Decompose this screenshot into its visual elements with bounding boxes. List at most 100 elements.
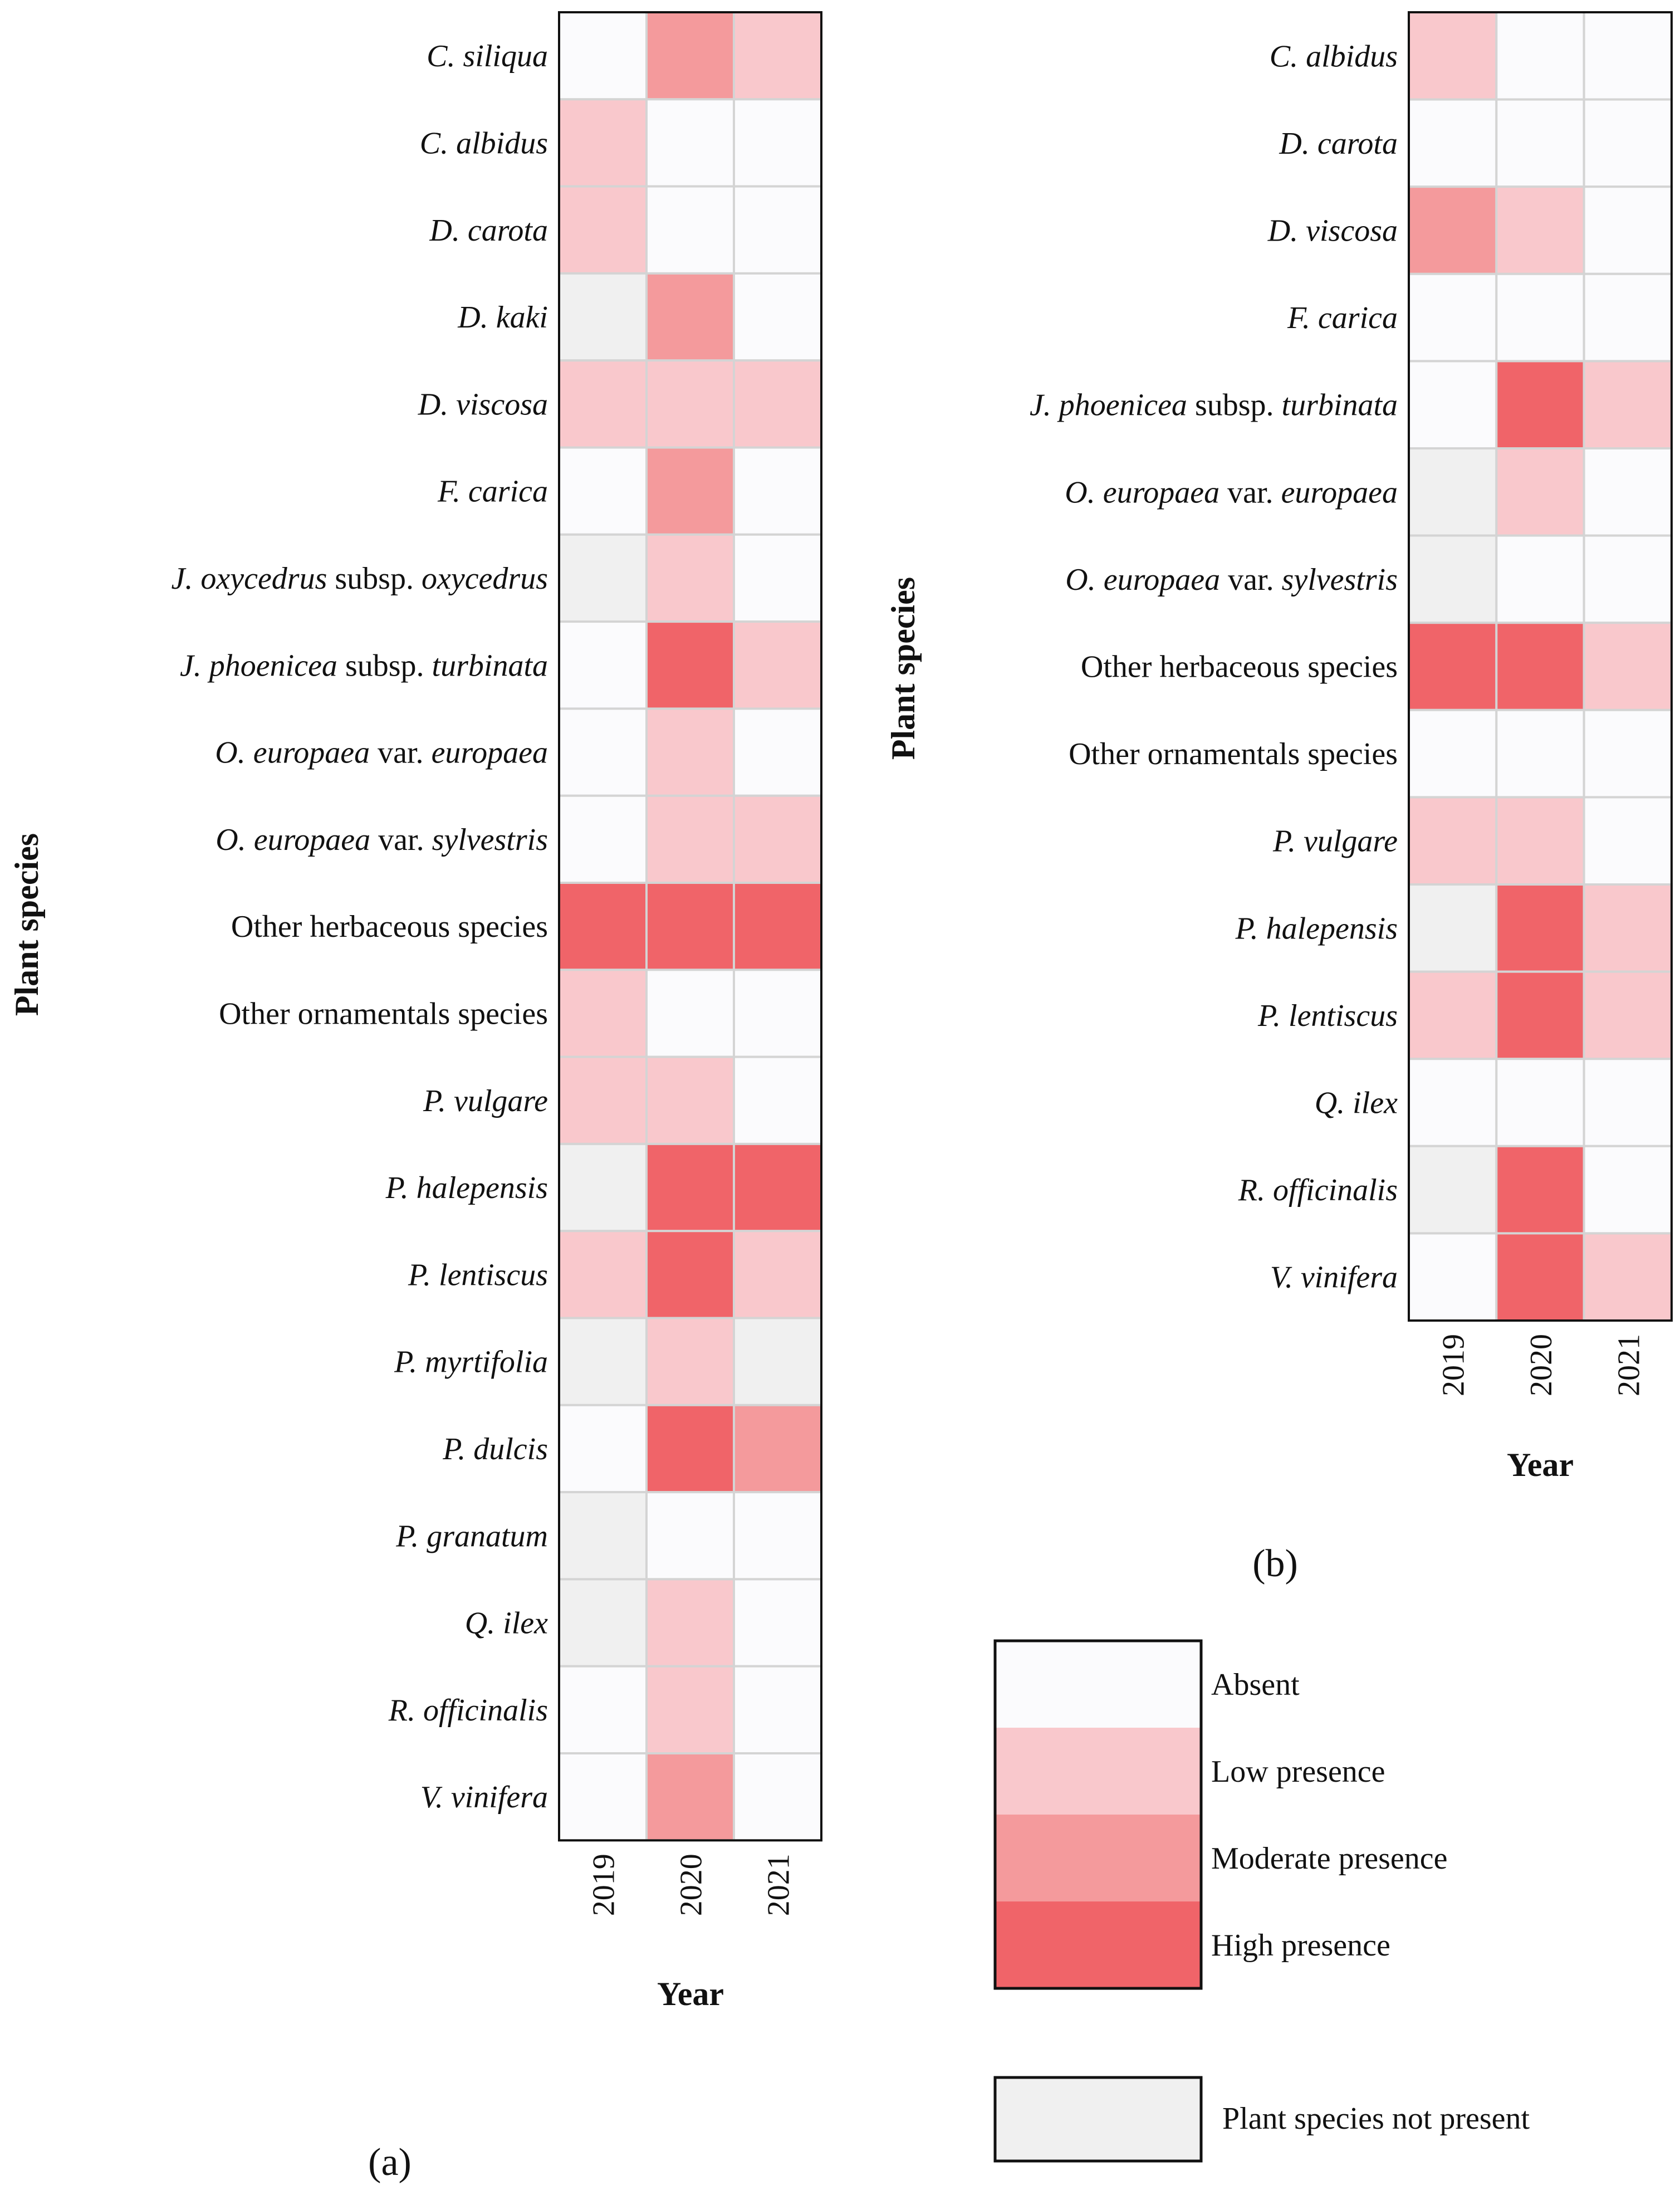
heatmap-cell [1408, 708, 1498, 799]
heatmap-cell [1408, 970, 1498, 1060]
species-label: P. vulgare [423, 1084, 548, 1118]
heatmap-cell [558, 1491, 648, 1581]
heatmap-cell [645, 1578, 735, 1668]
heatmap-cell [733, 533, 822, 623]
species-label: Other ornamentals species [1069, 737, 1398, 771]
legend-swatch [995, 1815, 1201, 1901]
species-label: D. viscosa [1267, 214, 1398, 248]
heatmap-cell [558, 272, 648, 362]
species-label: Q. ilex [1315, 1086, 1398, 1121]
species-label: Q. ilex [465, 1606, 548, 1641]
heatmap-cell [645, 533, 735, 623]
year-tick-label: 2020 [674, 1854, 709, 1916]
heatmap-cell [558, 1665, 648, 1754]
heatmap-cell [1408, 98, 1498, 188]
heatmap-cell [733, 1491, 822, 1581]
legend-label: High presence [1211, 1928, 1390, 1963]
heatmap-cell [1583, 970, 1673, 1060]
heatmap-cell [558, 794, 648, 884]
heatmap-cell [1583, 883, 1673, 973]
species-label: F. carica [1287, 301, 1398, 335]
legend-swatch-not-present [993, 2076, 1203, 2163]
heatmap-cell [645, 1230, 735, 1319]
legend: Absent Low presence Moderate presence High … [993, 1639, 1530, 2163]
heatmap-cell [1408, 11, 1498, 101]
heatmap-cell [645, 98, 735, 188]
heatmap-cell [1583, 98, 1673, 188]
species-label: J. oxycedrus subsp. oxycedrus [172, 561, 548, 596]
species-label: P. myrtifolia [394, 1345, 548, 1380]
x-axis-title: Year [1507, 1446, 1574, 1483]
panel-label: (b) [1252, 1542, 1298, 1585]
species-label: P. granatum [395, 1519, 548, 1553]
heatmap-cell [1583, 272, 1673, 363]
heatmap-cell [733, 1404, 822, 1494]
heatmap-cell [1583, 11, 1673, 101]
heatmap-cell [1408, 1145, 1498, 1235]
heatmap-cell [1495, 447, 1585, 537]
species-label: P. lentiscus [1257, 999, 1398, 1033]
legend-frame [993, 1639, 1203, 1990]
heatmap-cell [1495, 98, 1585, 188]
heatmap-cell [645, 359, 735, 449]
legend-label-not-present: Plant species not present [1222, 2101, 1530, 2136]
heatmap-cell [1583, 534, 1673, 624]
species-label: Other herbaceous species [1081, 650, 1398, 685]
heatmap-cell [645, 794, 735, 884]
heatmap-frame [1408, 11, 1673, 1322]
heatmap-cell [733, 707, 822, 797]
y-axis-title: Plant species [8, 833, 45, 1016]
heatmap-cell [558, 359, 648, 449]
heatmap-cell [645, 1491, 735, 1581]
species-label: O. europaea var. europaea [1065, 475, 1398, 510]
heatmap-cell [645, 1142, 735, 1233]
heatmap-cell [558, 446, 648, 536]
heatmap-cell [733, 359, 822, 449]
heatmap-cell [1495, 272, 1585, 363]
heatmap-cell [558, 1578, 648, 1668]
heatmap-cell [1583, 1232, 1673, 1322]
heatmap-cell [558, 533, 648, 623]
heatmap-cell [1408, 883, 1498, 973]
species-label: D. viscosa [418, 387, 548, 422]
species-label: P. halepensis [385, 1171, 548, 1205]
heatmap-cell [733, 272, 822, 362]
heatmap-cell [733, 185, 822, 275]
heatmap-cell [1583, 1058, 1673, 1147]
heatmap-cell [1408, 1058, 1498, 1147]
species-label: J. phoenicea subsp. turbinata [180, 648, 548, 683]
heatmap-cell [558, 1752, 648, 1842]
heatmap-cell [733, 1055, 822, 1145]
heatmap-cell [645, 1317, 735, 1406]
heatmap-cell [558, 98, 648, 188]
heatmap-cell [1408, 447, 1498, 537]
species-label: P. lentiscus [408, 1258, 548, 1292]
heatmap-cell [1583, 185, 1673, 275]
heatmap-cell [645, 969, 735, 1058]
legend-swatch [995, 1641, 1201, 1728]
heatmap-cell [733, 620, 822, 710]
year-tick-label: 2021 [762, 1854, 796, 1916]
species-label: O. europaea var. europaea [215, 736, 548, 770]
heatmap-cell [645, 1665, 735, 1754]
heatmap-cell [1408, 622, 1498, 711]
species-label: P. vulgare [1272, 824, 1398, 859]
species-label: C. siliqua [427, 39, 548, 74]
heatmap-panel-a: C. siliqua C. albidus D. carota D. kaki D. v… [8, 11, 822, 2184]
heatmap-cell [1495, 970, 1585, 1060]
heatmap-cell [733, 1230, 822, 1319]
heatmap-cell [1583, 447, 1673, 537]
heatmap-cell [1495, 1232, 1585, 1322]
heatmap-cell [1495, 11, 1585, 101]
heatmap-cell [733, 882, 822, 971]
heatmap-cell [1408, 796, 1498, 886]
legend-label: Moderate presence [1211, 1841, 1447, 1876]
year-tick-label: 2021 [1612, 1334, 1646, 1396]
heatmap-cell [1495, 185, 1585, 275]
heatmap-cell [733, 969, 822, 1058]
heatmap-cell [1583, 1145, 1673, 1235]
species-label: D. carota [429, 213, 548, 248]
heatmap-cell [1495, 1145, 1585, 1235]
heatmap-panel-b: C. albidus D. carota D. viscosa F. carica J.… [885, 11, 1673, 1585]
legend-swatch [995, 1728, 1201, 1815]
